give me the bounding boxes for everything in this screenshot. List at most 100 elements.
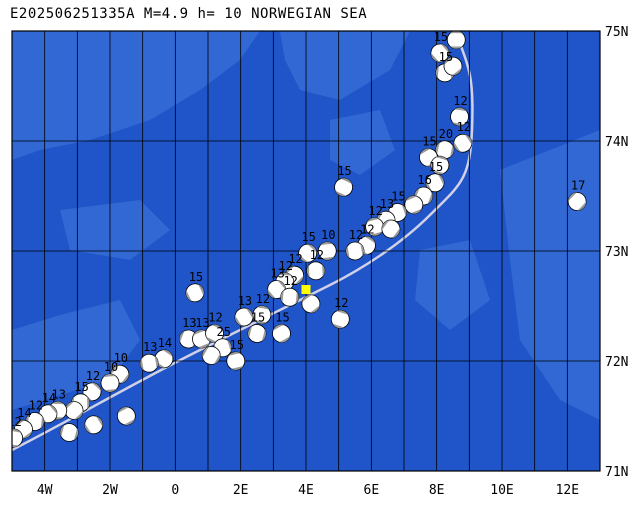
event-depth-label: 20: [439, 127, 453, 141]
focal-mechanism-beachball: [234, 307, 254, 327]
longitude-tick-labels: 4W 2W 0 2E 4E 6E 8E 10E 12E: [37, 483, 579, 498]
focal-mechanism-beachball: [425, 173, 445, 193]
event-depth-label: 12: [334, 296, 348, 310]
event-depth-label: 13: [143, 340, 157, 354]
lon-tick-label: 2E: [233, 483, 249, 498]
event-depth-label: 17: [571, 179, 585, 193]
event-depth-label: 12: [349, 228, 363, 242]
lon-tick-label: 2W: [102, 483, 118, 498]
lon-tick-label: 4W: [37, 483, 53, 498]
event-depth-label: 10: [321, 228, 335, 242]
map-title: E202506251335A M=4.9 h= 10 NORWEGIAN SEA: [10, 6, 368, 22]
event-depth-label: 14: [450, 17, 464, 31]
focal-mechanism-beachball: [334, 177, 353, 197]
focal-mechanism-beachball: [330, 309, 350, 329]
lat-tick-label: 73N: [605, 245, 628, 260]
event-markers: [12, 31, 587, 448]
focal-mechanism-beachball: [345, 241, 365, 261]
focal-mechanism-beachball: [435, 140, 455, 160]
focal-mechanism-beachball: [205, 324, 224, 343]
lon-tick-label: 4E: [298, 483, 314, 498]
event-depth-label: 16: [417, 173, 431, 187]
event-depth-label: 15: [275, 311, 289, 325]
focal-mechanism-beachball: [280, 287, 300, 307]
focal-mechanism-beachball: [430, 43, 450, 63]
focal-mechanism-beachball: [317, 241, 337, 261]
main-event-marker: [301, 285, 311, 294]
event-depth-label: 12: [279, 259, 293, 273]
event-depth-label: 12: [310, 248, 324, 262]
event-depth-label: 10: [114, 351, 128, 365]
focal-mechanism-beachball: [306, 261, 326, 281]
focal-mechanism-beachball: [59, 423, 79, 442]
focal-mechanism-beachball: [404, 195, 424, 215]
event-depth-label: 13: [182, 316, 196, 330]
focal-mechanism-beachball: [567, 192, 587, 211]
event-depth-label: 12: [288, 252, 302, 266]
event-depth-label: 15: [337, 164, 351, 178]
event-depth-label: 15: [189, 270, 203, 284]
event-depth-label: 13: [52, 388, 66, 402]
event-depth-label: 12: [208, 311, 222, 325]
focal-mechanism-beachball: [84, 415, 104, 435]
lon-tick-label: 0: [171, 483, 179, 498]
lat-lon-grid: [12, 31, 600, 471]
event-depth-label: 12: [7, 415, 21, 429]
event-depth-label: 15: [434, 30, 448, 44]
focal-mechanism-beachball: [100, 373, 120, 393]
focal-mechanism-beachball: [64, 401, 84, 420]
focal-mechanism-beachball: [201, 346, 221, 365]
event-depth-label: 15: [422, 135, 436, 149]
event-depth-label: 13: [238, 294, 252, 308]
lat-tick-label: 74N: [605, 135, 628, 150]
event-depth-label: 15: [439, 50, 453, 64]
focal-mechanism-beachball: [381, 219, 401, 239]
event-depth-label: 12: [453, 94, 467, 108]
event-labels: 1714151512122015151615151312121210151212…: [7, 17, 585, 429]
event-depth-label: 14: [17, 406, 31, 420]
focal-mechanism-beachball: [247, 324, 267, 343]
event-depth-label: 13: [380, 197, 394, 211]
event-depth-label: 10: [104, 360, 118, 374]
event-depth-label: 13: [270, 267, 284, 281]
focal-mechanism-beachball: [443, 56, 463, 76]
focal-mechanism-beachball: [301, 294, 321, 314]
lon-tick-label: 10E: [490, 483, 513, 498]
event-depth-label: 25: [216, 325, 230, 339]
event-depth-label: 14: [42, 391, 56, 405]
lon-tick-label: 12E: [556, 483, 579, 498]
lon-tick-label: 6E: [364, 483, 380, 498]
focal-mechanism-beachball: [82, 382, 102, 402]
focal-mechanism-beachball: [252, 305, 272, 325]
focal-mechanism-beachball: [139, 353, 159, 373]
map-frame: [11, 30, 601, 472]
focal-mechanism-beachball: [446, 31, 466, 50]
focal-mechanism-beachball: [450, 107, 469, 127]
lon-tick-label: 8E: [429, 483, 445, 498]
event-depth-label: 12: [360, 223, 374, 237]
event-depth-label: 15: [429, 160, 443, 174]
focal-mechanism-beachball: [298, 243, 318, 263]
focal-mechanism-beachball: [430, 155, 450, 175]
focal-mechanism-beachball: [272, 324, 291, 343]
event-depth-label: 14: [158, 336, 172, 350]
event-depth-label: 12: [29, 399, 43, 413]
focal-mechanism-beachball: [226, 351, 246, 371]
event-depth-label: 12: [256, 292, 270, 306]
event-depth-label: 15: [391, 190, 405, 204]
lat-tick-label: 75N: [605, 25, 628, 40]
event-depth-label: 15: [251, 311, 265, 325]
lat-tick-label: 71N: [605, 465, 628, 480]
event-depth-label: 13: [195, 316, 209, 330]
focal-mechanism-beachball: [365, 217, 385, 237]
event-depth-label: 15: [74, 380, 88, 394]
event-depth-label: 12: [86, 369, 100, 383]
latitude-tick-labels: 71N 72N 73N 74N 75N: [605, 25, 628, 480]
event-depth-label: 12: [368, 204, 382, 218]
event-depth-label: 15: [230, 338, 244, 352]
lat-tick-label: 72N: [605, 355, 628, 370]
event-depth-label: 12: [457, 120, 471, 134]
focal-mechanism-beachball: [453, 133, 473, 153]
event-depth-label: 15: [301, 230, 315, 244]
